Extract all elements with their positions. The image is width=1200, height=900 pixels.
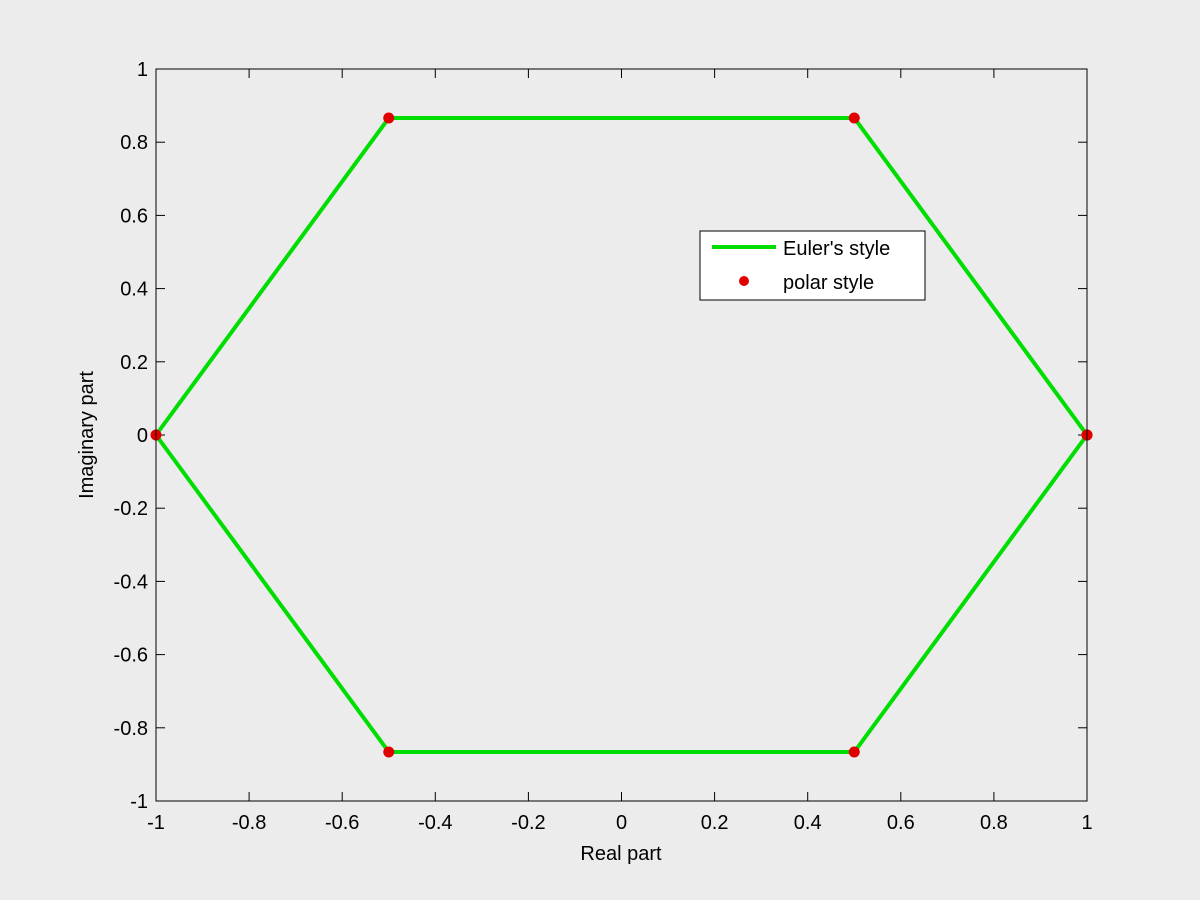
y-tick-label: -0.8 [114, 718, 148, 740]
x-tick-label: 0.4 [794, 812, 822, 834]
x-tick-label: 0 [616, 812, 627, 834]
series-markers [150, 112, 1093, 758]
y-tick-label: -0.4 [114, 571, 148, 593]
legend: Euler's style polar style [699, 230, 926, 301]
x-tick-label: -0.6 [325, 812, 359, 834]
x-axis-label: Real part [580, 843, 662, 865]
y-tick-label: 1 [137, 59, 148, 81]
x-tick-label: -0.2 [511, 812, 545, 834]
plot-area-frame [155, 68, 1088, 802]
y-tick-label: -0.6 [114, 645, 148, 667]
y-tick-label: 0.8 [120, 132, 148, 154]
y-tick-label: 0.6 [120, 205, 148, 227]
x-tick-label: 1 [1081, 812, 1092, 834]
x-tick-label: -0.4 [418, 812, 452, 834]
x-tick-label: -0.8 [232, 812, 266, 834]
x-tick-label: 0.6 [887, 812, 915, 834]
plot-area-background [156, 69, 1087, 801]
y-axis-label: Imaginary part [76, 371, 98, 499]
data-point-polar-style [848, 746, 860, 758]
y-tick-label: 0.2 [120, 352, 148, 374]
legend-label-eulers-style: Euler's style [783, 238, 890, 260]
x-tick-label: 0.8 [980, 812, 1008, 834]
x-tick-label: -1 [147, 812, 165, 834]
y-tick-label: 0.4 [120, 279, 148, 301]
data-point-polar-style [383, 746, 395, 758]
y-tick-label: 0 [137, 425, 148, 447]
legend-marker-swatch [739, 276, 749, 286]
y-tick-label: -1 [130, 791, 148, 813]
data-point-polar-style [383, 112, 395, 124]
x-tick-label: 0.2 [701, 812, 729, 834]
data-point-polar-style [848, 112, 860, 124]
legend-label-polar-style: polar style [783, 272, 874, 294]
legend-box [699, 230, 926, 301]
y-tick-label: -0.2 [114, 498, 148, 520]
axis-tick-labels: -1 -0.8 -0.6 -0.4 -0.2 0 0.2 0.4 0.6 0.8 1 -1 -0.8 -0… [114, 59, 1093, 834]
